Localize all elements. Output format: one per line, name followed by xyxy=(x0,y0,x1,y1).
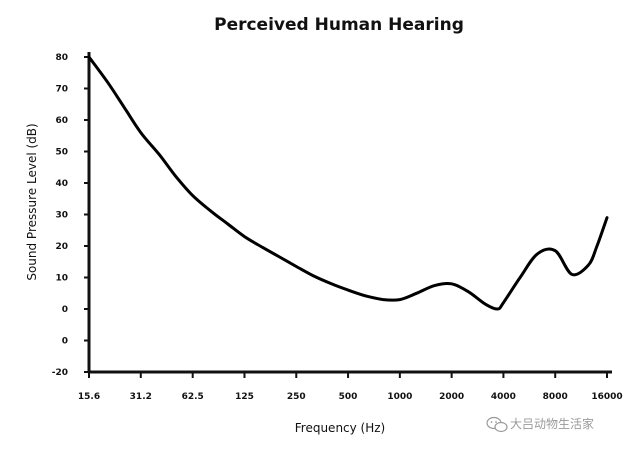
x-axis-ticks: 15.6 31.2 62.5 125 250 500 1000 2000 4000 8000 160… xyxy=(78,372,623,402)
y-tick-label: 10 xyxy=(55,274,68,284)
y-tick-label: 80 xyxy=(55,53,68,63)
y-tick-label: 0 xyxy=(62,305,68,315)
y-tick-label: 70 xyxy=(55,85,68,95)
x-tick-label: 16000 xyxy=(591,392,622,402)
watermark: 大吕动物生活家 xyxy=(486,416,594,433)
x-tick-label: 2000 xyxy=(439,392,464,402)
x-tick-label: 4000 xyxy=(491,392,516,402)
x-tick-label: 500 xyxy=(339,392,358,402)
x-tick-label: 31.2 xyxy=(130,392,152,402)
y-tick-label: 20 xyxy=(55,242,68,252)
x-tick-label: 8000 xyxy=(543,392,568,402)
x-tick-label: 15.6 xyxy=(78,392,100,402)
y-axis-label: Sound Pressure Level (dB) xyxy=(25,123,39,280)
y-axis-ticks: 80 70 60 50 40 30 20 10 0 0 -20 xyxy=(52,53,89,378)
y-tick-label: 0 xyxy=(62,337,68,347)
y-tick-label: 40 xyxy=(55,179,68,189)
y-tick-label: 60 xyxy=(55,116,68,126)
series-line xyxy=(87,55,609,311)
watermark-text: 大吕动物生活家 xyxy=(510,416,594,431)
x-tick-label: 1000 xyxy=(387,392,412,402)
x-tick-label: 125 xyxy=(235,392,254,402)
y-tick-label: 30 xyxy=(55,211,68,221)
x-axis-label: Frequency (Hz) xyxy=(295,421,386,435)
wechat-icon xyxy=(486,416,508,433)
y-tick-label: 50 xyxy=(55,148,68,158)
chart-title: Perceived Human Hearing xyxy=(214,15,464,35)
y-tick-label: -20 xyxy=(52,368,68,378)
x-tick-label: 62.5 xyxy=(182,392,204,402)
x-tick-label: 250 xyxy=(287,392,306,402)
